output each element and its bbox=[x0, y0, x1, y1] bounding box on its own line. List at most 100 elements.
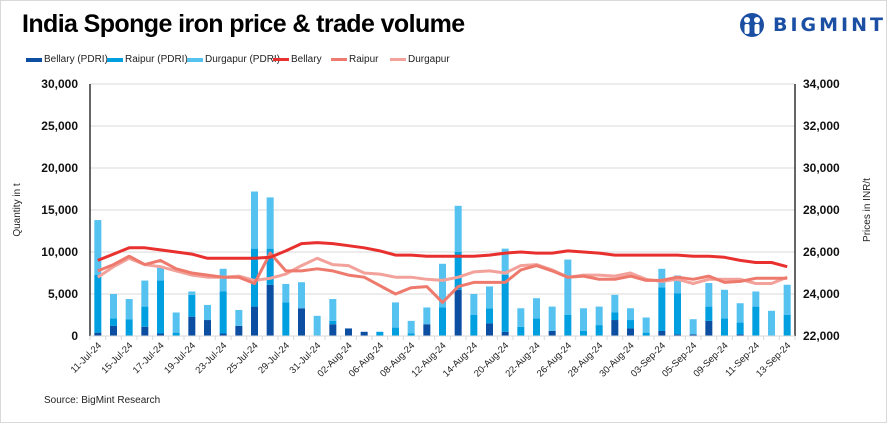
bar-durgapur-pdri bbox=[423, 307, 431, 325]
bar-durgapur-pdri bbox=[517, 308, 525, 327]
bar-bellary-pdri bbox=[705, 320, 713, 336]
bar-bellary-pdri bbox=[188, 316, 196, 336]
bar-raipur-pdri bbox=[141, 306, 149, 327]
bar-raipur-pdri bbox=[251, 248, 258, 307]
bar-durgapur-pdri bbox=[627, 308, 634, 321]
legend-item-bellary: Bellary bbox=[273, 54, 322, 65]
bar-durgapur-pdri bbox=[533, 298, 540, 319]
chart-title: India Sponge iron price & trade volume bbox=[22, 10, 465, 38]
line-raipur bbox=[97, 251, 788, 304]
legend-swatch bbox=[390, 58, 406, 61]
bar-raipur-pdri bbox=[94, 274, 102, 333]
bar-durgapur-pdri bbox=[204, 304, 211, 321]
bar-raipur-pdri bbox=[407, 333, 415, 336]
bar-raipur-pdri bbox=[752, 306, 760, 336]
bar-bellary-pdri bbox=[94, 332, 102, 336]
bar-bellary-pdri bbox=[486, 323, 493, 336]
bar-durgapur-pdri bbox=[94, 220, 102, 275]
x-tick-label: 23-Jul-24 bbox=[194, 340, 230, 376]
legend-swatch bbox=[273, 58, 289, 61]
bar-bellary-pdri bbox=[329, 324, 337, 336]
bar-raipur-pdri bbox=[705, 306, 713, 321]
bar-raipur-pdri bbox=[439, 307, 446, 336]
bar-durgapur-pdri bbox=[266, 197, 274, 249]
x-tick-label: 19-Jul-24 bbox=[162, 340, 198, 376]
y-axis-title: Quantity in t bbox=[12, 183, 23, 237]
bar-durgapur-pdri bbox=[486, 286, 493, 309]
y2-tick-label: 28,000 bbox=[803, 203, 840, 217]
bar-raipur-pdri bbox=[783, 315, 791, 336]
bar-bellary-pdri bbox=[689, 334, 697, 336]
bar-raipur-pdri bbox=[721, 318, 728, 336]
legend-item-durgapur-pdri: Durgapur (PDRI) bbox=[187, 54, 280, 65]
bar-durgapur-pdri bbox=[172, 312, 180, 333]
bar-durgapur-pdri bbox=[141, 280, 149, 307]
bar-raipur-pdri bbox=[376, 331, 384, 336]
bar-durgapur-pdri bbox=[392, 302, 399, 328]
bar-bellary-pdri bbox=[298, 308, 305, 336]
y-tick-label: 0 bbox=[71, 329, 78, 343]
y-tick-label: 10,000 bbox=[41, 245, 78, 259]
bar-durgapur-pdri bbox=[736, 303, 744, 323]
legend-item-raipur: Raipur bbox=[331, 54, 378, 65]
y2-tick-label: 26,000 bbox=[803, 245, 840, 259]
bar-raipur-pdri bbox=[595, 325, 603, 336]
bar-durgapur-pdri bbox=[768, 310, 775, 336]
bar-durgapur-pdri bbox=[658, 268, 666, 288]
bar-durgapur-pdri bbox=[752, 291, 760, 307]
bar-raipur-pdri bbox=[157, 280, 164, 334]
bar-durgapur-pdri bbox=[235, 309, 243, 326]
bar-durgapur-pdri bbox=[564, 259, 572, 315]
bar-durgapur-pdri bbox=[674, 275, 681, 294]
bar-raipur-pdri bbox=[172, 332, 180, 336]
bar-durgapur-pdri bbox=[439, 263, 446, 308]
bar-durgapur-pdri bbox=[157, 267, 164, 281]
legend-swatch bbox=[331, 58, 347, 61]
bar-bellary-pdri bbox=[110, 325, 117, 336]
bar-raipur-pdri bbox=[674, 293, 681, 335]
bar-bellary-pdri bbox=[141, 326, 149, 336]
bar-durgapur-pdri bbox=[298, 282, 305, 309]
legend-label: Bellary (PDRI) bbox=[44, 54, 108, 65]
bar-durgapur-pdri bbox=[470, 294, 478, 315]
legend-swatch bbox=[187, 57, 203, 62]
bar-raipur-pdri bbox=[564, 315, 572, 336]
bar-durgapur-pdri bbox=[313, 315, 321, 336]
bar-raipur-pdri bbox=[736, 322, 744, 335]
bar-raipur-pdri bbox=[454, 252, 462, 290]
bar-bellary-pdri bbox=[345, 328, 352, 336]
bar-bellary-pdri bbox=[360, 331, 368, 336]
bar-durgapur-pdri bbox=[219, 268, 227, 292]
y-tick-label: 25,000 bbox=[41, 119, 78, 133]
bar-bellary-pdri bbox=[266, 284, 274, 336]
legend-label: Bellary bbox=[291, 54, 322, 65]
y2-tick-label: 24,000 bbox=[803, 287, 840, 301]
bigmint-logo: BIGMINT bbox=[737, 12, 886, 38]
bar-durgapur-pdri bbox=[595, 306, 603, 326]
line-bellary bbox=[97, 241, 788, 269]
bar-durgapur-pdri bbox=[642, 317, 650, 333]
bar-raipur-pdri bbox=[329, 320, 337, 325]
bar-bellary-pdri bbox=[548, 330, 556, 336]
bar-raipur-pdri bbox=[486, 308, 493, 324]
y2-tick-label: 22,000 bbox=[803, 329, 840, 343]
bar-bellary-pdri bbox=[736, 334, 744, 336]
bar-raipur-pdri bbox=[188, 294, 196, 317]
bar-bellary-pdri bbox=[235, 325, 243, 336]
legend-item-raipur-pdri: Raipur (PDRI) bbox=[107, 54, 188, 65]
bar-durgapur-pdri bbox=[783, 284, 791, 315]
bar-raipur-pdri bbox=[125, 319, 133, 336]
bar-bellary-pdri bbox=[423, 324, 431, 336]
bar-durgapur-pdri bbox=[110, 294, 117, 319]
legend-label: Raipur bbox=[349, 54, 379, 65]
bar-durgapur-pdri bbox=[188, 291, 196, 295]
y-tick-label: 30,000 bbox=[41, 77, 78, 91]
bar-bellary-pdri bbox=[157, 333, 164, 336]
bar-raipur-pdri bbox=[110, 318, 117, 326]
legend-item-bellary-pdri: Bellary (PDRI) bbox=[26, 54, 108, 65]
source-note: Source: BigMint Research bbox=[44, 395, 161, 406]
legend-swatch bbox=[107, 57, 123, 62]
logo-icon bbox=[740, 13, 764, 37]
bar-raipur-pdri bbox=[642, 332, 650, 336]
